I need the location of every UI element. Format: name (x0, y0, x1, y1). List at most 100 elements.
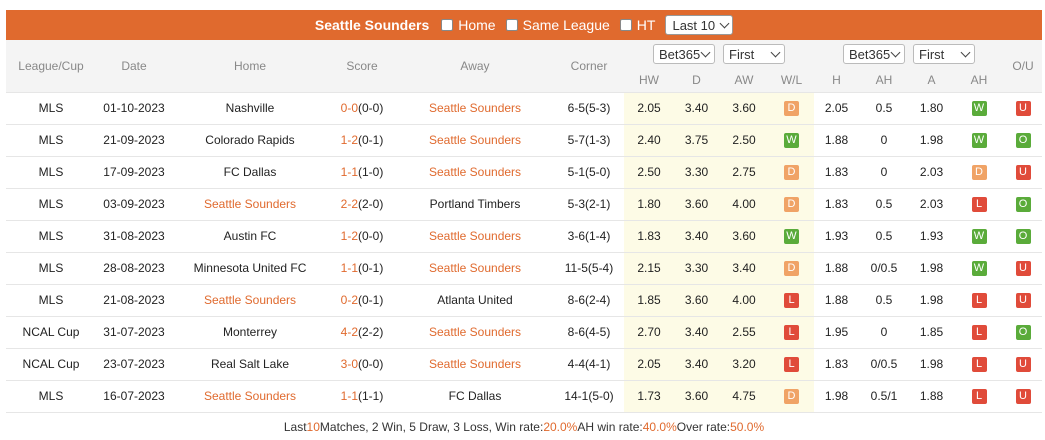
home-team-text[interactable]: Minnesota United FC (193, 261, 307, 275)
full-time-score[interactable]: 4-2 (340, 325, 358, 339)
ht-filter[interactable]: HT (619, 17, 655, 33)
ht-checkbox[interactable] (619, 19, 632, 31)
away-team-cell[interactable]: Seattle Sounders (396, 251, 554, 284)
h-odds-text: 1.93 (824, 229, 849, 243)
home-team-text[interactable]: Seattle Sounders (203, 293, 297, 307)
result-badge: W (971, 101, 987, 116)
bookmaker-select-1x2[interactable]: Bet365 (653, 44, 715, 64)
home-team-text[interactable]: FC Dallas (223, 165, 277, 179)
score-cell[interactable]: 3-0(0-0) (328, 347, 396, 380)
away-team-text[interactable]: Seattle Sounders (428, 229, 522, 243)
away-team-cell[interactable]: Seattle Sounders (396, 347, 554, 380)
table-row[interactable]: MLS 31-08-2023 Austin FC 1-2(0-0) Seattle So… (6, 219, 1042, 252)
draw-odds-text: 3.40 (684, 325, 709, 339)
table-row[interactable]: MLS 01-10-2023 Nashville 0-0(0-0) Seattle So… (6, 91, 1042, 124)
summary-footer: Last 10 Matches, 2 Win, 5 Draw, 3 Loss, … (6, 412, 1042, 440)
league-cell: MLS (6, 379, 96, 412)
table-row[interactable]: MLS 21-09-2023 Colorado Rapids 1-2(0-1) Seat… (6, 123, 1042, 156)
table-row[interactable]: MLS 03-09-2023 Seattle Sounders 2-2(2-0) Por… (6, 187, 1042, 220)
period-select-ah[interactable]: First (913, 44, 975, 64)
wl-result-cell: W (769, 219, 814, 252)
home-team-text[interactable]: Nashville (225, 101, 275, 115)
full-time-score[interactable]: 2-2 (340, 197, 358, 211)
away-team-cell[interactable]: Seattle Sounders (396, 219, 554, 252)
full-time-score[interactable]: 0-0 (340, 101, 358, 115)
score-cell[interactable]: 1-2(0-0) (328, 219, 396, 252)
full-time-score[interactable]: 1-1 (340, 165, 358, 179)
away-team-text[interactable]: Seattle Sounders (428, 133, 522, 147)
full-time-score[interactable]: 0-2 (340, 293, 358, 307)
same-league-filter[interactable]: Same League (505, 17, 610, 33)
home-team-cell[interactable]: Seattle Sounders (172, 283, 328, 316)
ah-line-cell: 0 (859, 155, 909, 188)
home-checkbox[interactable] (441, 19, 454, 31)
away-team-text[interactable]: Seattle Sounders (428, 261, 522, 275)
full-time-score[interactable]: 1-2 (340, 229, 358, 243)
away-team-cell[interactable]: Seattle Sounders (396, 91, 554, 124)
ah-line-text: 0.5 (875, 101, 893, 115)
score-cell[interactable]: 4-2(2-2) (328, 315, 396, 348)
score-cell[interactable]: 1-2(0-1) (328, 123, 396, 156)
home-team-text[interactable]: Seattle Sounders (203, 389, 297, 404)
away-team-cell[interactable]: Seattle Sounders (396, 123, 554, 156)
full-time-score[interactable]: 3-0 (340, 357, 358, 371)
ah-line-cell: 0/0.5 (859, 347, 909, 380)
same-league-checkbox[interactable] (505, 19, 518, 31)
home-team-cell[interactable]: Nashville (172, 91, 328, 124)
away-team-text[interactable]: Portland Timbers (429, 197, 521, 211)
full-time-score[interactable]: 1-1 (340, 261, 358, 275)
full-time-score[interactable]: 1-2 (340, 133, 358, 147)
bookmaker-select-ah[interactable]: Bet365 (843, 44, 905, 64)
score-cell[interactable]: 1-1(1-1) (328, 379, 396, 412)
score-cell[interactable]: 0-2(0-1) (328, 283, 396, 316)
home-team-text[interactable]: Austin FC (223, 229, 277, 243)
home-team-cell[interactable]: Austin FC (172, 219, 328, 252)
ou-result-cell: U (1004, 91, 1042, 124)
away-team-text[interactable]: Seattle Sounders (428, 357, 522, 371)
h2h-panel: Seattle Sounders Home Same League HT Las… (6, 10, 1042, 440)
away-team-text[interactable]: FC Dallas (448, 389, 502, 404)
over-rate: 50.0% (730, 419, 765, 434)
table-row[interactable]: NCAL Cup 31-07-2023 Monterrey 4-2(2-2) Seatt… (6, 315, 1042, 348)
table-row[interactable]: MLS 16-07-2023 Seattle Sounders 1-1(1-1) FC … (6, 379, 1042, 412)
away-team-cell[interactable]: Atlanta United (396, 283, 554, 316)
home-team-text[interactable]: Monterrey (222, 325, 278, 339)
score-cell[interactable]: 2-2(2-0) (328, 187, 396, 220)
away-team-cell[interactable]: FC Dallas (396, 379, 554, 412)
corner-cell: 14-1(5-0) (554, 379, 624, 412)
home-team-cell[interactable]: Colorado Rapids (172, 123, 328, 156)
home-team-text[interactable]: Colorado Rapids (205, 133, 295, 147)
home-team-cell[interactable]: Minnesota United FC (172, 251, 328, 284)
away-team-text[interactable]: Atlanta United (437, 293, 513, 307)
home-filter[interactable]: Home (441, 17, 496, 33)
last-matches-select[interactable]: Last 10 (665, 15, 734, 35)
away-team-text[interactable]: Seattle Sounders (428, 101, 522, 115)
home-team-cell[interactable]: FC Dallas (172, 155, 328, 188)
away-team-cell[interactable]: Seattle Sounders (396, 315, 554, 348)
date-cell: 21-09-2023 (96, 123, 172, 156)
away-team-text[interactable]: Seattle Sounders (428, 165, 522, 179)
score-cell[interactable]: 1-1(0-1) (328, 251, 396, 284)
away-team-cell[interactable]: Seattle Sounders (396, 155, 554, 188)
home-team-text[interactable]: Real Salt Lake (210, 357, 290, 371)
period-select-1x2[interactable]: First (723, 44, 785, 64)
table-row[interactable]: MLS 21-08-2023 Seattle Sounders 0-2(0-1) Atl… (6, 283, 1042, 316)
away-team-cell[interactable]: Portland Timbers (396, 187, 554, 220)
home-team-text[interactable]: Seattle Sounders (203, 197, 297, 211)
score-cell[interactable]: 0-0(0-0) (328, 91, 396, 124)
away-team-text[interactable]: Seattle Sounders (428, 325, 522, 339)
home-team-cell[interactable]: Seattle Sounders (172, 379, 328, 412)
table-row[interactable]: MLS 28-08-2023 Minnesota United FC 1-1(0-1)… (6, 251, 1042, 284)
table-row[interactable]: NCAL Cup 23-07-2023 Real Salt Lake 3-0(0-0)… (6, 347, 1042, 380)
home-team-cell[interactable]: Real Salt Lake (172, 347, 328, 380)
home-team-cell[interactable]: Seattle Sounders (172, 187, 328, 220)
table-row[interactable]: MLS 17-09-2023 FC Dallas 1-1(1-0) Seattle So… (6, 155, 1042, 188)
score-cell[interactable]: 1-1(1-0) (328, 155, 396, 188)
ah-line-cell: 0/0.5 (859, 251, 909, 284)
league-text: MLS (38, 197, 64, 211)
home-team-cell[interactable]: Monterrey (172, 315, 328, 348)
wl-result-cell: D (769, 187, 814, 220)
league-cell: MLS (6, 155, 96, 188)
full-time-score[interactable]: 1-1 (340, 389, 358, 404)
h-odds-text: 1.88 (824, 261, 849, 275)
